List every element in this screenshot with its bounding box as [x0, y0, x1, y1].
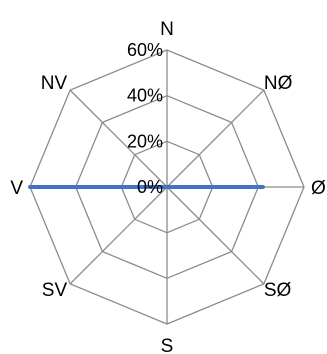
tick-label: 60%: [127, 40, 163, 60]
spoke-line: [166, 186, 265, 285]
spoke-line: [166, 89, 265, 188]
grid-ring: [74, 94, 260, 280]
direction-label: Ø: [311, 178, 326, 199]
grid-ring: [29, 49, 305, 325]
direction-label: V: [10, 178, 23, 199]
direction-label: NØ: [264, 73, 293, 94]
tick-label: 20%: [127, 131, 163, 151]
spoke-line: [69, 89, 168, 188]
tick-label: 0%: [137, 177, 163, 197]
direction-label: N: [160, 19, 174, 40]
radial-tick-labels: 0% 20% 40% 60%: [127, 40, 163, 197]
direction-labels: N NØ Ø SØ S SV V NV: [10, 19, 326, 354]
direction-label: SV: [42, 280, 68, 301]
spoke-line: [69, 186, 168, 285]
direction-label: S: [161, 336, 174, 354]
direction-label: NV: [41, 73, 68, 94]
tick-label: 40%: [127, 86, 163, 106]
direction-label: SØ: [264, 280, 292, 301]
grid-ring: [120, 140, 214, 234]
